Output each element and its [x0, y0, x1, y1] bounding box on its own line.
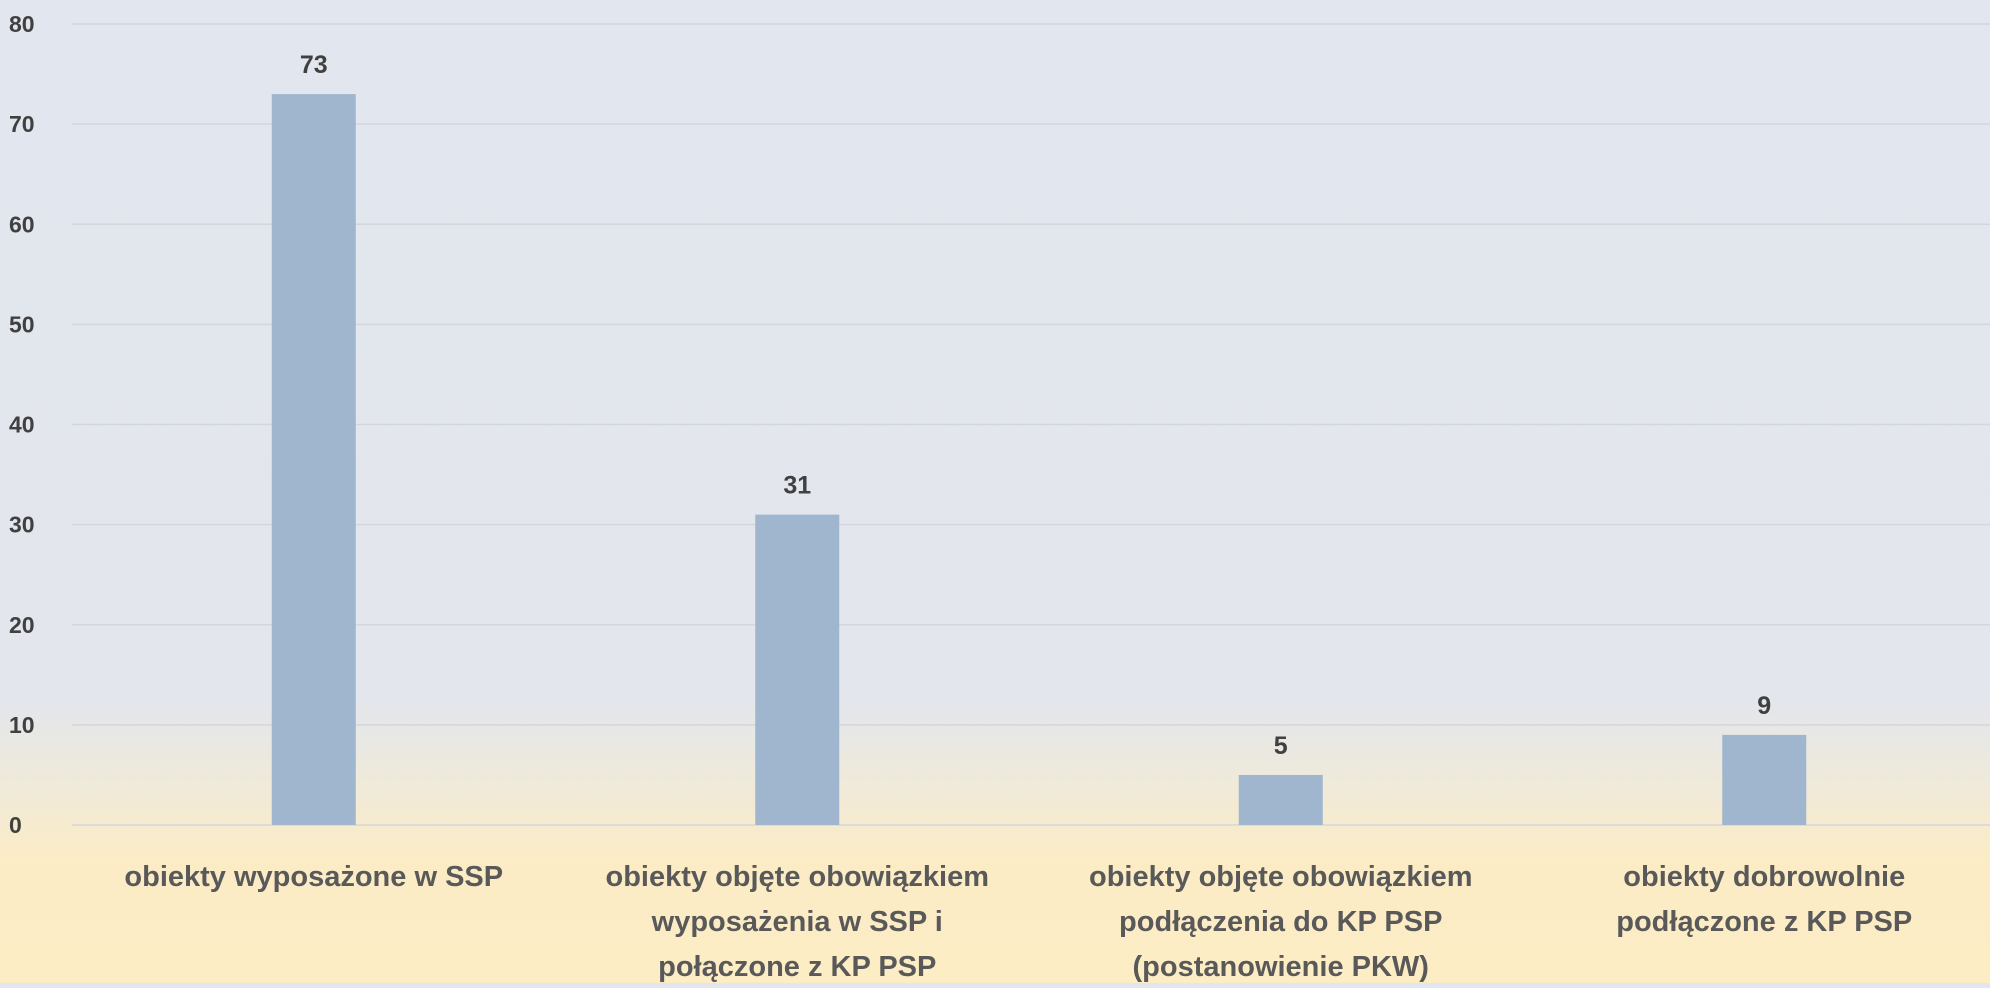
bar — [271, 94, 356, 825]
category-label-line: obiekty dobrowolnie — [1623, 861, 1905, 893]
gridlines — [72, 23, 1990, 826]
category-label: obiekty objęte obowiązkiem podłączenia do… — [1089, 861, 1473, 983]
category-label-line: obiekty wyposażone w SSP — [124, 861, 503, 893]
y-tick-label: 30 — [9, 512, 35, 538]
y-tick-label: 40 — [9, 412, 35, 438]
y-tick-label: 0 — [9, 812, 22, 838]
category-label-line: obiekty objęte obowiązkiem — [605, 861, 989, 893]
category-label: obiekty dobrowolnie podłączone z KP PSP — [1616, 861, 1912, 938]
category-label-line: podłączone z KP PSP — [1616, 906, 1912, 938]
data-labels: 73 31 5 9 — [300, 51, 1771, 760]
x-axis-categories: obiekty wyposażone w SSP obiekty objęte o… — [124, 861, 1912, 983]
y-tick-label: 60 — [9, 211, 35, 237]
category-label-line: obiekty objęte obowiązkiem — [1089, 861, 1473, 893]
y-tick-label: 50 — [9, 311, 35, 337]
y-axis-ticks: 0 10 20 30 40 50 60 70 80 — [9, 11, 35, 838]
y-tick-label: 80 — [9, 11, 35, 37]
bars — [271, 94, 1807, 825]
data-label: 9 — [1757, 692, 1771, 720]
data-label: 73 — [300, 51, 328, 79]
y-tick-label: 20 — [9, 612, 35, 638]
category-label: obiekty wyposażone w SSP — [124, 861, 503, 893]
category-label-line: wyposażenia w SSP i — [651, 906, 943, 938]
bar — [755, 514, 840, 825]
category-label-line: podłączenia do KP PSP — [1119, 906, 1442, 938]
bar — [1722, 734, 1807, 825]
data-label: 31 — [783, 472, 811, 500]
category-label: obiekty objęte obowiązkiem wyposażenia w … — [605, 861, 989, 983]
y-tick-label: 70 — [9, 111, 35, 137]
category-label-line: połączone z KP PSP — [658, 951, 936, 983]
bar — [1238, 774, 1323, 825]
category-label-line: (postanowienie PKW) — [1133, 951, 1429, 983]
data-label: 5 — [1274, 732, 1288, 760]
y-tick-label: 10 — [9, 712, 35, 738]
